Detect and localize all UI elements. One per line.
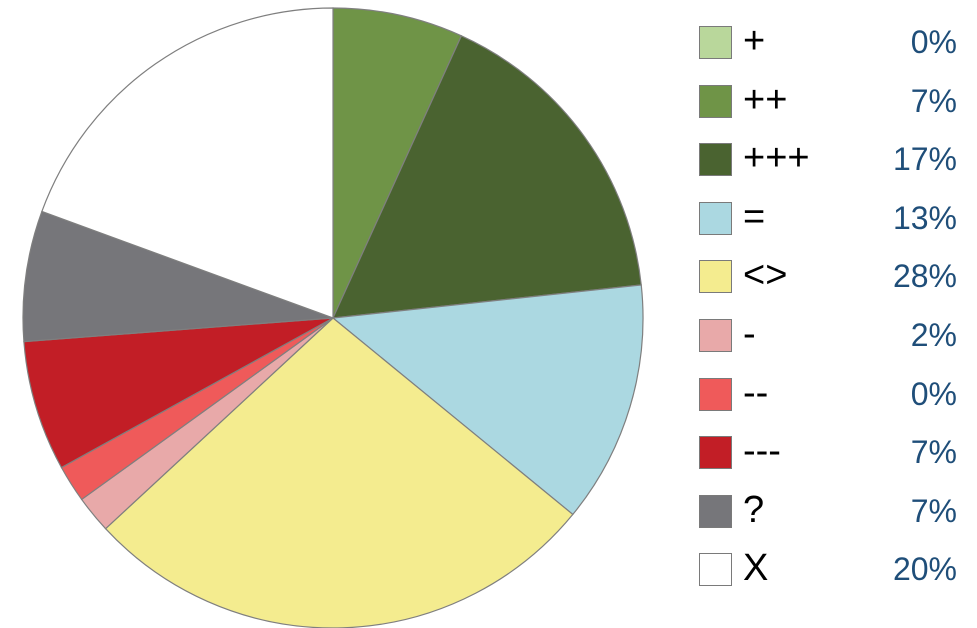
legend-item: X 20% (695, 547, 963, 607)
legend-swatch (699, 26, 732, 59)
legend-swatch (699, 318, 732, 352)
legend-percentage: 20% (892, 551, 957, 588)
legend-label: + (743, 20, 766, 62)
legend-item: +0% (695, 20, 963, 80)
legend-label: ? (743, 488, 765, 531)
legend-percentage: 0% (910, 375, 957, 412)
legend-percentage: 13% (892, 199, 957, 236)
legend-label: X (743, 547, 769, 590)
legend-item: -- 0% (695, 371, 963, 432)
pie-slice-1 (332, 7, 463, 319)
legend-item: <> 28% (695, 254, 963, 314)
pie-slice-7 (23, 317, 334, 469)
legend-percentage: 28% (892, 258, 957, 295)
legend-item: --- 7% (695, 430, 963, 490)
pie-slices (22, 7, 644, 628)
pie-slice-2 (332, 35, 642, 319)
legend-item: ? 7% (695, 488, 963, 549)
legend-label: +++ (743, 137, 810, 180)
legend-percentage: 17% (892, 141, 957, 178)
legend-item: ++ 7% (695, 78, 963, 139)
legend-percentage: 7% (910, 492, 957, 529)
legend: +0% ++ 7% +++ 17% = 13% <> 28% -2% -- 0% --- 7%? 7% X 20… (695, 20, 963, 607)
legend-percentage: 7% (910, 434, 957, 471)
legend-swatch (699, 377, 732, 411)
legend-swatch (699, 143, 732, 177)
legend-swatch (699, 84, 732, 118)
legend-percentage: 7% (910, 82, 957, 119)
legend-swatch (699, 201, 732, 235)
legend-label: - (743, 312, 756, 355)
legend-label: <> (743, 254, 788, 297)
legend-item: +++ 17% (695, 137, 963, 197)
legend-label: --- (743, 430, 781, 473)
pie-slice-8 (22, 210, 334, 343)
pie-slice-9 (41, 7, 334, 319)
legend-swatch (699, 436, 732, 470)
legend-percentage: 0% (910, 24, 957, 60)
legend-label: = (743, 195, 766, 238)
legend-swatch (699, 553, 732, 587)
legend-label: ++ (743, 78, 788, 121)
legend-swatch (699, 260, 732, 294)
legend-label: -- (743, 371, 769, 414)
legend-item: - 2% (695, 312, 963, 373)
pie-chart (22, 7, 644, 628)
legend-swatch (699, 494, 732, 528)
legend-item: = 13% (695, 195, 963, 256)
pie-slice-3 (331, 284, 644, 516)
legend-percentage: 2% (910, 316, 957, 353)
